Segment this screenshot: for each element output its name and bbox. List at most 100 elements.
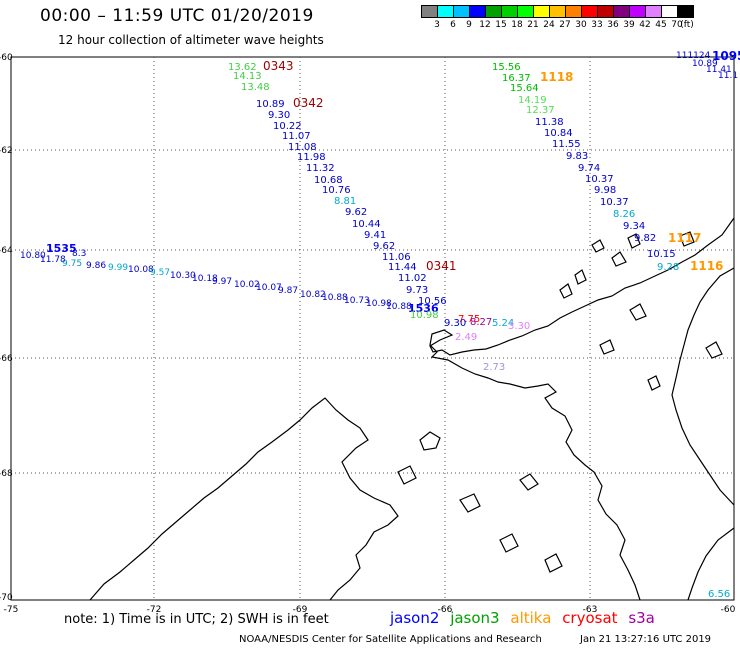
track-value: 10.68: [314, 175, 343, 186]
svg-text:11.1: 11.1: [718, 71, 738, 81]
track-value: 10.44: [352, 219, 381, 230]
track-value: 14.13: [233, 71, 262, 82]
track-value: 11.02: [398, 273, 427, 284]
track-value: 10.76: [322, 185, 351, 196]
legend-swatch: [613, 5, 630, 18]
legend-swatch: [581, 5, 598, 18]
track-time: 1095: [712, 49, 740, 63]
svg-text:10.98: 10.98: [410, 310, 439, 321]
track-value: 10.37: [585, 174, 614, 185]
track-value: 15.64: [510, 83, 539, 94]
track-value: 9.62: [373, 241, 395, 252]
legend-swatch: [453, 5, 470, 18]
extra-value: 5.24: [492, 318, 514, 329]
svg-text:10.82: 10.82: [300, 290, 326, 300]
lat-label: -70: [0, 593, 13, 603]
legend-swatch: [533, 5, 550, 18]
lat-label: -60: [0, 53, 13, 63]
extra-value: 2.49: [455, 332, 477, 343]
lat-label: -62: [0, 146, 13, 156]
cluster-values: 10.98 9.30 7.75 8.27 5.24 3.30 2.49 2.73…: [410, 310, 730, 600]
track-value: 8.26: [613, 209, 635, 220]
svg-text:9.87: 9.87: [278, 286, 298, 296]
track-value: 10.37: [600, 197, 629, 208]
satellite-jason2: jason2: [390, 609, 440, 627]
generation-timestamp: Jan 21 13:27:16 UTC 2019: [580, 634, 712, 645]
track-value: 10.22: [273, 121, 302, 132]
track-value: 11.44: [388, 262, 417, 273]
track-value: 9.41: [364, 230, 386, 241]
track-value: 9.73: [406, 285, 428, 296]
satellite-cryosat: cryosat: [562, 609, 618, 627]
svg-text:11.41: 11.41: [706, 65, 732, 75]
track-time: 1116: [690, 259, 723, 273]
track-time: 0341: [426, 259, 457, 273]
track-value: 9.82: [634, 233, 656, 244]
legend-label: 36: [607, 20, 619, 30]
lat-labels: -60 -62 -64 -66 -68 -70: [0, 53, 13, 603]
satellite-altika: altika: [510, 609, 552, 627]
track-time: 1117: [668, 231, 701, 245]
page-title: 00:00 – 11:59 UTC 01/20/2019: [40, 6, 314, 26]
satellite-jason3: jason3: [450, 609, 500, 627]
legend-swatch: [629, 5, 646, 18]
lon-label: -60: [721, 605, 736, 615]
legend-swatch: [469, 5, 486, 18]
legend-label: 27: [559, 20, 571, 30]
legend-swatch: [501, 5, 518, 18]
track-value: 9.34: [623, 221, 645, 232]
legend-label: 30: [575, 20, 587, 30]
legend-label: 18: [511, 20, 523, 30]
svg-text:8.3: 8.3: [72, 249, 86, 259]
lat-label: -64: [0, 246, 13, 256]
legend-labels: 3 6 9 12 15 18 21 24 27 30 33 36 39 42 45 70 (ft): [421, 20, 694, 32]
track-value: 11.07: [282, 131, 311, 142]
track-value: 11.32: [306, 163, 335, 174]
track-value: 9.98: [594, 185, 616, 196]
svg-text:9.86: 9.86: [86, 261, 106, 271]
track-value: 10.15: [647, 249, 676, 260]
legend-label: 3: [434, 20, 440, 30]
svg-text:10.18: 10.18: [192, 274, 218, 284]
legend-label: 39: [623, 20, 635, 30]
extra-value: 8.27: [470, 317, 492, 328]
track-value: 9.83: [566, 151, 588, 162]
legend-swatch: [437, 5, 454, 18]
satellite-s3a: s3a: [628, 609, 655, 627]
svg-text:9.99: 9.99: [108, 263, 128, 273]
map-frame: [10, 56, 735, 601]
svg-text:9.97: 9.97: [212, 277, 232, 287]
track-time: 1118: [540, 70, 573, 84]
extra-value: 6.56: [708, 589, 730, 600]
track-time: 0343: [263, 59, 294, 73]
track-value: 15.56: [492, 62, 521, 73]
svg-text:10.07: 10.07: [256, 283, 282, 293]
lon-label: -75: [4, 605, 19, 615]
svg-text:10.88: 10.88: [322, 293, 348, 303]
track-value: 11.08: [288, 142, 317, 153]
track-0342: 0343 13.62 14.13 13.48 0342 10.89 9.30 1…: [228, 59, 457, 307]
svg-text:1536: 1536: [408, 302, 439, 315]
svg-text:9.57: 9.57: [150, 268, 170, 278]
footer-note: note: 1) Time is in UTC; 2) SWH is in fe…: [64, 612, 329, 627]
track-value: 10.56: [418, 296, 447, 307]
track-value: 13.62: [228, 62, 257, 73]
svg-text:10.80: 10.80: [20, 251, 46, 261]
svg-text:10.08: 10.08: [128, 265, 154, 275]
extra-value: 3.30: [508, 321, 530, 332]
legend-label: 6: [450, 20, 456, 30]
color-legend: 3 6 9 12 15 18 21 24 27 30 33 36 39 42 45 70 (ft): [421, 5, 694, 32]
legend-label: 24: [543, 20, 555, 30]
legend-swatch: [485, 5, 502, 18]
lon-label: -69: [293, 605, 308, 615]
track-value: 9.74: [578, 163, 600, 174]
extra-value: 2.73: [483, 362, 505, 373]
legend-swatch: [549, 5, 566, 18]
graticule: [11, 57, 734, 600]
legend-label: 42: [639, 20, 651, 30]
svg-text:10.30: 10.30: [170, 271, 196, 281]
lon-label: -63: [583, 605, 598, 615]
legend-swatches: [421, 5, 694, 18]
coastline: [89, 217, 735, 601]
